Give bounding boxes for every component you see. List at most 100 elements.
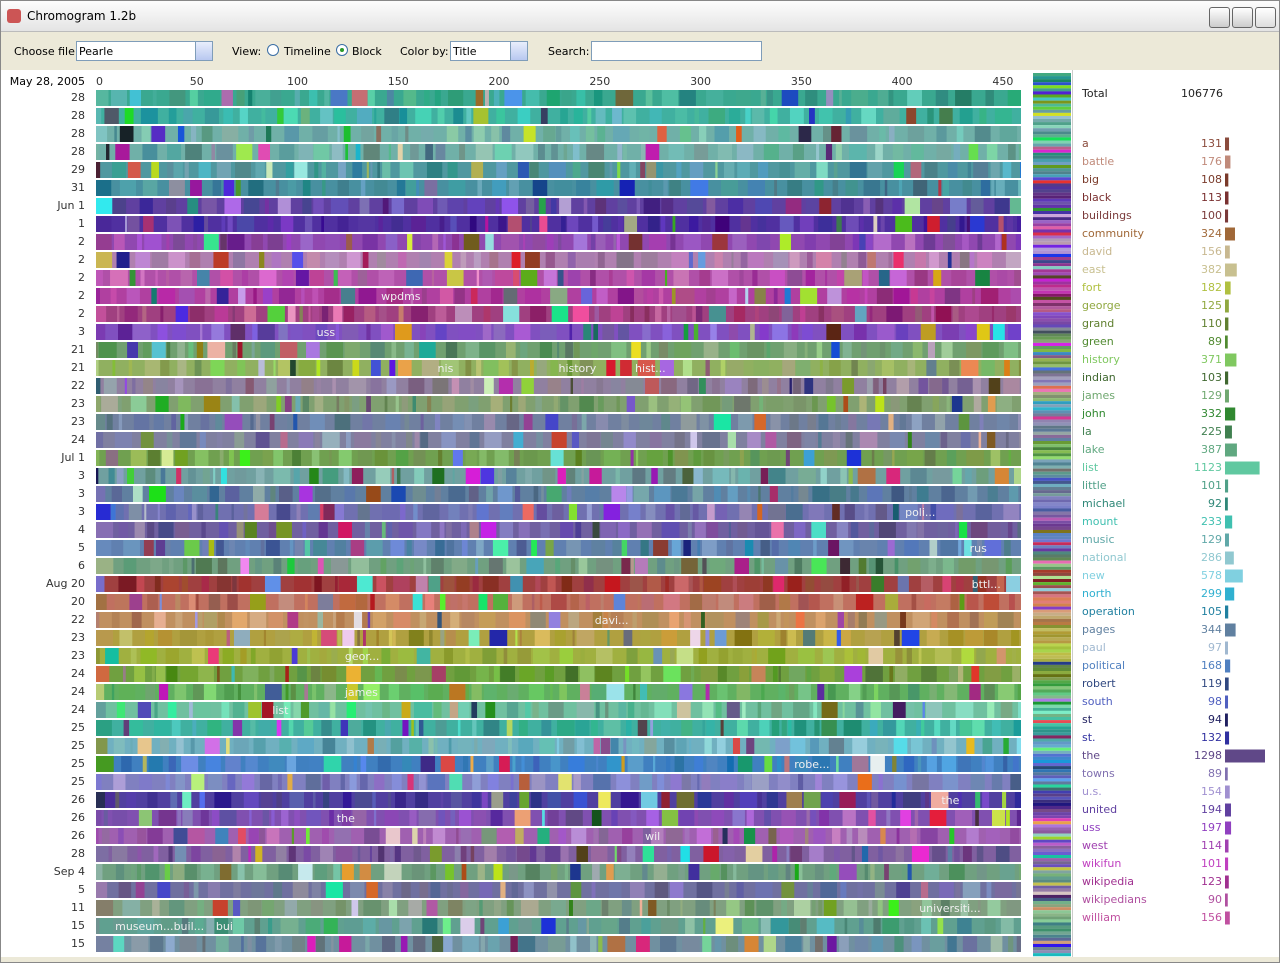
color-select[interactable]: Title xyxy=(450,41,528,61)
segment xyxy=(267,234,283,250)
overview-stripe xyxy=(1033,453,1071,457)
overview-stripe xyxy=(1033,609,1071,613)
view-radio[interactable] xyxy=(336,44,348,56)
segment xyxy=(267,306,285,322)
segment xyxy=(958,756,971,772)
segment xyxy=(243,504,248,520)
segment xyxy=(912,774,929,790)
segment xyxy=(887,540,895,556)
segment xyxy=(705,360,710,376)
segment xyxy=(264,684,282,700)
segment xyxy=(987,396,996,412)
segment xyxy=(401,702,411,718)
overview-stripe xyxy=(1033,934,1071,938)
segment xyxy=(96,342,99,358)
segment xyxy=(373,810,377,826)
segment xyxy=(142,180,158,196)
segment xyxy=(412,594,423,610)
overview-stripe xyxy=(1033,195,1071,199)
segment xyxy=(894,558,899,574)
segment xyxy=(981,360,995,376)
segment xyxy=(595,648,613,664)
segment xyxy=(959,594,965,610)
count-bar xyxy=(1225,875,1229,889)
close-button[interactable] xyxy=(1255,7,1276,28)
segment xyxy=(564,864,569,880)
segment xyxy=(480,918,485,934)
segment xyxy=(321,630,337,646)
segment xyxy=(322,738,336,754)
file-select[interactable]: Pearle xyxy=(76,41,213,61)
segment xyxy=(445,864,454,880)
segment xyxy=(248,180,264,196)
minimize-button[interactable] xyxy=(1209,7,1230,28)
segment xyxy=(560,108,568,124)
segment xyxy=(396,468,401,484)
segment xyxy=(307,252,320,268)
view-radio[interactable] xyxy=(267,44,279,56)
segment xyxy=(705,684,710,700)
segment xyxy=(1009,198,1021,214)
overview-stripe xyxy=(1033,437,1071,442)
segment xyxy=(184,162,189,178)
count-bar xyxy=(1225,713,1228,727)
segment xyxy=(972,720,985,736)
segment xyxy=(981,558,999,574)
overview-stripe xyxy=(1033,499,1071,503)
overview-stripe xyxy=(1033,186,1071,190)
segment xyxy=(668,396,680,412)
segment xyxy=(867,162,883,178)
segment xyxy=(465,684,469,700)
segment xyxy=(673,270,689,286)
segment xyxy=(620,360,632,376)
overview-stripe xyxy=(1033,410,1071,414)
segment xyxy=(850,486,859,502)
segment xyxy=(378,918,392,934)
segment xyxy=(892,198,902,214)
maximize-button[interactable] xyxy=(1232,7,1253,28)
segment xyxy=(428,738,434,754)
segment xyxy=(813,828,826,844)
segment xyxy=(221,702,230,718)
overview-stripe xyxy=(1033,296,1071,300)
segment xyxy=(616,396,620,412)
segment xyxy=(572,144,580,160)
segment xyxy=(238,828,246,844)
segment xyxy=(404,342,414,358)
segment xyxy=(193,234,198,250)
segment xyxy=(930,792,949,808)
segment xyxy=(370,162,373,178)
segment xyxy=(402,720,409,736)
search-input[interactable] xyxy=(591,41,762,61)
segment xyxy=(550,684,553,700)
segment xyxy=(114,594,129,610)
segment xyxy=(640,540,649,556)
segment xyxy=(408,900,422,916)
segment-label: universiti... xyxy=(919,902,980,915)
segment xyxy=(893,252,904,268)
segment xyxy=(959,108,973,124)
segment xyxy=(110,270,128,286)
segment xyxy=(823,630,837,646)
overview-stripe xyxy=(1033,247,1071,251)
overview-stripe xyxy=(1033,201,1071,205)
segment xyxy=(448,180,466,196)
segment xyxy=(666,306,671,322)
segment xyxy=(200,414,210,430)
segment xyxy=(546,486,562,502)
segment xyxy=(580,648,585,664)
segment xyxy=(640,792,658,808)
segment xyxy=(259,774,273,790)
segment xyxy=(123,720,130,736)
segment xyxy=(645,90,653,106)
segment xyxy=(349,720,362,736)
segment xyxy=(826,90,834,106)
segment xyxy=(334,108,346,124)
segment xyxy=(321,162,327,178)
segment xyxy=(360,756,367,772)
segment xyxy=(809,846,824,862)
segment xyxy=(503,306,520,322)
segment xyxy=(271,252,282,268)
segment xyxy=(319,648,327,664)
app-icon xyxy=(7,9,21,23)
